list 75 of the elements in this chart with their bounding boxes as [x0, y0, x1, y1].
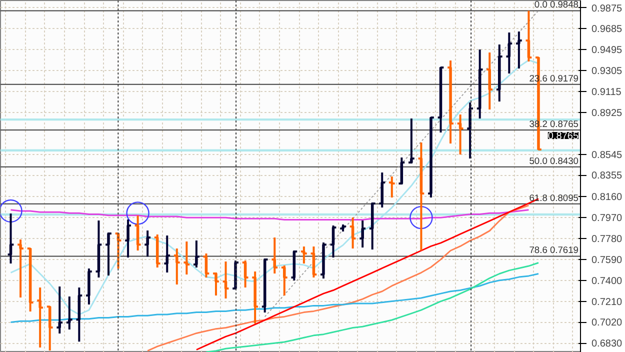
- candlestick: [172, 248, 181, 286]
- candlestick: [466, 101, 474, 160]
- y-tick-label: 0.8545: [592, 150, 623, 161]
- ref-line-label: 50.0 0.8430: [529, 156, 579, 166]
- candlestick: [46, 306, 54, 352]
- y-tick-label: 0.7780: [592, 234, 623, 246]
- candlestick: [358, 220, 367, 249]
- y-tick-label: 0.7970: [592, 213, 623, 224]
- candlestick: [339, 224, 347, 232]
- candlestick: [495, 44, 504, 102]
- candlestick: [368, 201, 376, 251]
- candlestick: [378, 172, 386, 209]
- candlestick: [280, 264, 288, 297]
- y-tick-label: 0.8160: [592, 192, 623, 204]
- candlestick: [124, 218, 132, 259]
- candlestick: [16, 238, 24, 299]
- y-tick-label: 0.8925: [592, 108, 623, 119]
- candlestick: [75, 286, 84, 343]
- candlestick: [36, 286, 44, 349]
- candlestick: [320, 241, 328, 280]
- candlestick: [212, 272, 220, 297]
- candlestick: [260, 258, 269, 314]
- annotation: 0.8765: [548, 131, 579, 142]
- candlestick: [486, 51, 494, 111]
- candlestick: [56, 286, 64, 335]
- candlestick: [65, 296, 74, 330]
- candlestick: [163, 234, 172, 274]
- candlestick: [94, 220, 103, 278]
- candlestick: [408, 117, 416, 165]
- y-tick-label: 0.9495: [592, 45, 623, 56]
- candlestick: [290, 250, 298, 282]
- candlestick: [524, 10, 533, 63]
- line-series: [10, 209, 530, 221]
- candlestick: [476, 48, 484, 120]
- candlestick: [310, 246, 318, 278]
- y-tick-label: 0.7020: [592, 318, 623, 329]
- y-tick-label: 0.9305: [592, 66, 623, 78]
- ref-line-label: 61.8 0.8095: [529, 192, 579, 203]
- y-tick-label: 0.8355: [592, 170, 623, 182]
- candlestick: [241, 260, 250, 289]
- candlestick: [446, 60, 454, 144]
- candlestick: [251, 270, 260, 325]
- candlestick: [6, 212, 15, 265]
- candlestick: [329, 224, 338, 259]
- y-tick-label: 0.7400: [592, 276, 623, 287]
- candlestick: [270, 236, 279, 275]
- candlestick: [388, 176, 396, 199]
- candlestick: [505, 32, 514, 75]
- ref-line-label: 0.0 0.9848: [534, 0, 579, 10]
- candlestick: [182, 240, 191, 276]
- candlestick: [85, 267, 93, 306]
- candlestick: [134, 214, 142, 252]
- y-tick-label: 0.9685: [592, 24, 623, 36]
- y-tick-label: 0.9875: [592, 3, 623, 14]
- candlestick: [222, 260, 230, 300]
- candlestick: [300, 246, 308, 265]
- candlestick: [515, 30, 523, 70]
- candlestick: [144, 229, 152, 258]
- candlestick: [104, 232, 112, 277]
- y-tick-label: 0.7210: [592, 296, 623, 308]
- candlestick: [192, 239, 200, 268]
- candlestick: [436, 66, 445, 134]
- y-tick-label: 0.6830: [592, 338, 623, 350]
- line-series: [146, 204, 530, 352]
- candlestick: [348, 216, 357, 250]
- candlestick: [153, 234, 162, 268]
- candlestick: [456, 113, 464, 156]
- candlestick: [202, 252, 210, 278]
- line-series: [205, 262, 540, 352]
- candlestick: [398, 156, 406, 186]
- y-tick-label: 0.7590: [592, 254, 623, 266]
- ref-line-label: 78.6 0.7619: [529, 245, 579, 256]
- candlestick: [417, 141, 426, 252]
- y-tick-label: 0.9115: [592, 86, 622, 98]
- candlestick: [26, 248, 34, 313]
